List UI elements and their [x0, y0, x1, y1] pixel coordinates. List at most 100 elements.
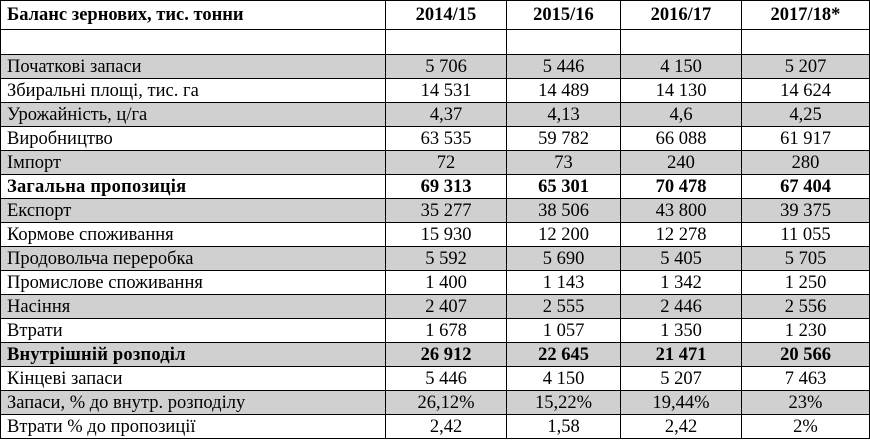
value-cell: 4,37	[385, 102, 507, 127]
empty-row	[0, 29, 870, 55]
value-cell: 43 800	[620, 198, 742, 223]
table-row: Насіння 2 407 2 555 2 446 2 556	[0, 294, 870, 319]
value-cell: 66 088	[620, 126, 742, 151]
table-row: Кормове споживання 15 930 12 200 12 278 11 0…	[0, 222, 870, 247]
empty-cell	[620, 29, 742, 55]
row-label: Кінцеві запаси	[0, 366, 386, 391]
value-cell: 5 446	[506, 54, 621, 79]
column-header: 2016/17	[620, 0, 742, 30]
table-row: Внутрішній розподіл 26 912 22 645 21 471 20 …	[0, 342, 870, 367]
value-cell: 73	[506, 150, 621, 175]
value-cell: 5 592	[385, 246, 507, 271]
row-label: Внутрішній розподіл	[0, 342, 386, 367]
value-cell: 4,25	[741, 102, 870, 127]
value-cell: 5 207	[620, 366, 742, 391]
column-header: 2017/18*	[741, 0, 870, 30]
row-label: Промислове споживання	[0, 270, 386, 295]
value-cell: 1,58	[506, 414, 621, 439]
value-cell: 22 645	[506, 342, 621, 367]
value-cell: 280	[741, 150, 870, 175]
value-cell: 5 207	[741, 54, 870, 79]
value-cell: 19,44%	[620, 390, 742, 415]
value-cell: 15,22%	[506, 390, 621, 415]
table-header-row: Баланс зернових, тис. тонни 2014/15 2015…	[0, 0, 870, 30]
table-row: Збиральні площі, тис. га 14 531 14 489 14 1…	[0, 78, 870, 103]
value-cell: 61 917	[741, 126, 870, 151]
value-cell: 5 405	[620, 246, 742, 271]
empty-cell	[506, 29, 621, 55]
table-row: Продовольча переробка 5 592 5 690 5 405 5 70…	[0, 246, 870, 271]
value-cell: 2,42	[385, 414, 507, 439]
value-cell: 23%	[741, 390, 870, 415]
table-row: Втрати % до пропозиції 2,42 1,58 2,42 2%	[0, 414, 870, 439]
empty-cell	[385, 29, 507, 55]
table-row: Загальна пропозиція 69 313 65 301 70 478 67 …	[0, 174, 870, 199]
row-label: Виробництво	[0, 126, 386, 151]
row-label: Втрати % до пропозиції	[0, 414, 386, 439]
table-row: Кінцеві запаси 5 446 4 150 5 207 7 463	[0, 366, 870, 391]
value-cell: 5 690	[506, 246, 621, 271]
value-cell: 1 057	[506, 318, 621, 343]
value-cell: 14 489	[506, 78, 621, 103]
value-cell: 4,13	[506, 102, 621, 127]
empty-cell	[741, 29, 870, 55]
table-row: Імпорт 72 73 240 280	[0, 150, 870, 175]
value-cell: 67 404	[741, 174, 870, 199]
table-row: Виробництво 63 535 59 782 66 088 61 917	[0, 126, 870, 151]
table-row: Початкові запаси 5 706 5 446 4 150 5 207	[0, 54, 870, 79]
value-cell: 5 705	[741, 246, 870, 271]
value-cell: 63 535	[385, 126, 507, 151]
value-cell: 1 230	[741, 318, 870, 343]
value-cell: 21 471	[620, 342, 742, 367]
value-cell: 26,12%	[385, 390, 507, 415]
table-row: Запаси, % до внутр. розподілу 26,12% 15,22…	[0, 390, 870, 415]
value-cell: 1 400	[385, 270, 507, 295]
value-cell: 1 250	[741, 270, 870, 295]
value-cell: 35 277	[385, 198, 507, 223]
row-label: Експорт	[0, 198, 386, 223]
column-header: 2014/15	[385, 0, 507, 30]
value-cell: 72	[385, 150, 507, 175]
value-cell: 4 150	[620, 54, 742, 79]
value-cell: 69 313	[385, 174, 507, 199]
value-cell: 12 200	[506, 222, 621, 247]
value-cell: 26 912	[385, 342, 507, 367]
value-cell: 240	[620, 150, 742, 175]
value-cell: 15 930	[385, 222, 507, 247]
value-cell: 2%	[741, 414, 870, 439]
empty-cell	[0, 29, 386, 55]
value-cell: 39 375	[741, 198, 870, 223]
row-label: Початкові запаси	[0, 54, 386, 79]
value-cell: 1 143	[506, 270, 621, 295]
row-label: Загальна пропозиція	[0, 174, 386, 199]
value-cell: 2 407	[385, 294, 507, 319]
grain-balance-table: Баланс зернових, тис. тонни 2014/15 2015…	[0, 0, 870, 439]
value-cell: 38 506	[506, 198, 621, 223]
value-cell: 65 301	[506, 174, 621, 199]
table-row: Промислове споживання 1 400 1 143 1 342 1 25…	[0, 270, 870, 295]
value-cell: 14 624	[741, 78, 870, 103]
table-row: Втрати 1 678 1 057 1 350 1 230	[0, 318, 870, 343]
value-cell: 1 678	[385, 318, 507, 343]
table-body: Початкові запаси 5 706 5 446 4 150 5 207 Збир…	[0, 29, 870, 439]
column-header: 2015/16	[506, 0, 621, 30]
value-cell: 2 556	[741, 294, 870, 319]
value-cell: 12 278	[620, 222, 742, 247]
value-cell: 2,42	[620, 414, 742, 439]
table-row: Експорт 35 277 38 506 43 800 39 375	[0, 198, 870, 223]
row-label: Запаси, % до внутр. розподілу	[0, 390, 386, 415]
row-label: Втрати	[0, 318, 386, 343]
value-cell: 70 478	[620, 174, 742, 199]
value-cell: 4,6	[620, 102, 742, 127]
row-label: Збиральні площі, тис. га	[0, 78, 386, 103]
value-cell: 7 463	[741, 366, 870, 391]
table-row: Урожайність, ц/га 4,37 4,13 4,6 4,25	[0, 102, 870, 127]
value-cell: 5 446	[385, 366, 507, 391]
value-cell: 14 531	[385, 78, 507, 103]
value-cell: 2 555	[506, 294, 621, 319]
value-cell: 14 130	[620, 78, 742, 103]
row-label: Урожайність, ц/га	[0, 102, 386, 127]
value-cell: 1 342	[620, 270, 742, 295]
value-cell: 1 350	[620, 318, 742, 343]
row-label: Кормове споживання	[0, 222, 386, 247]
